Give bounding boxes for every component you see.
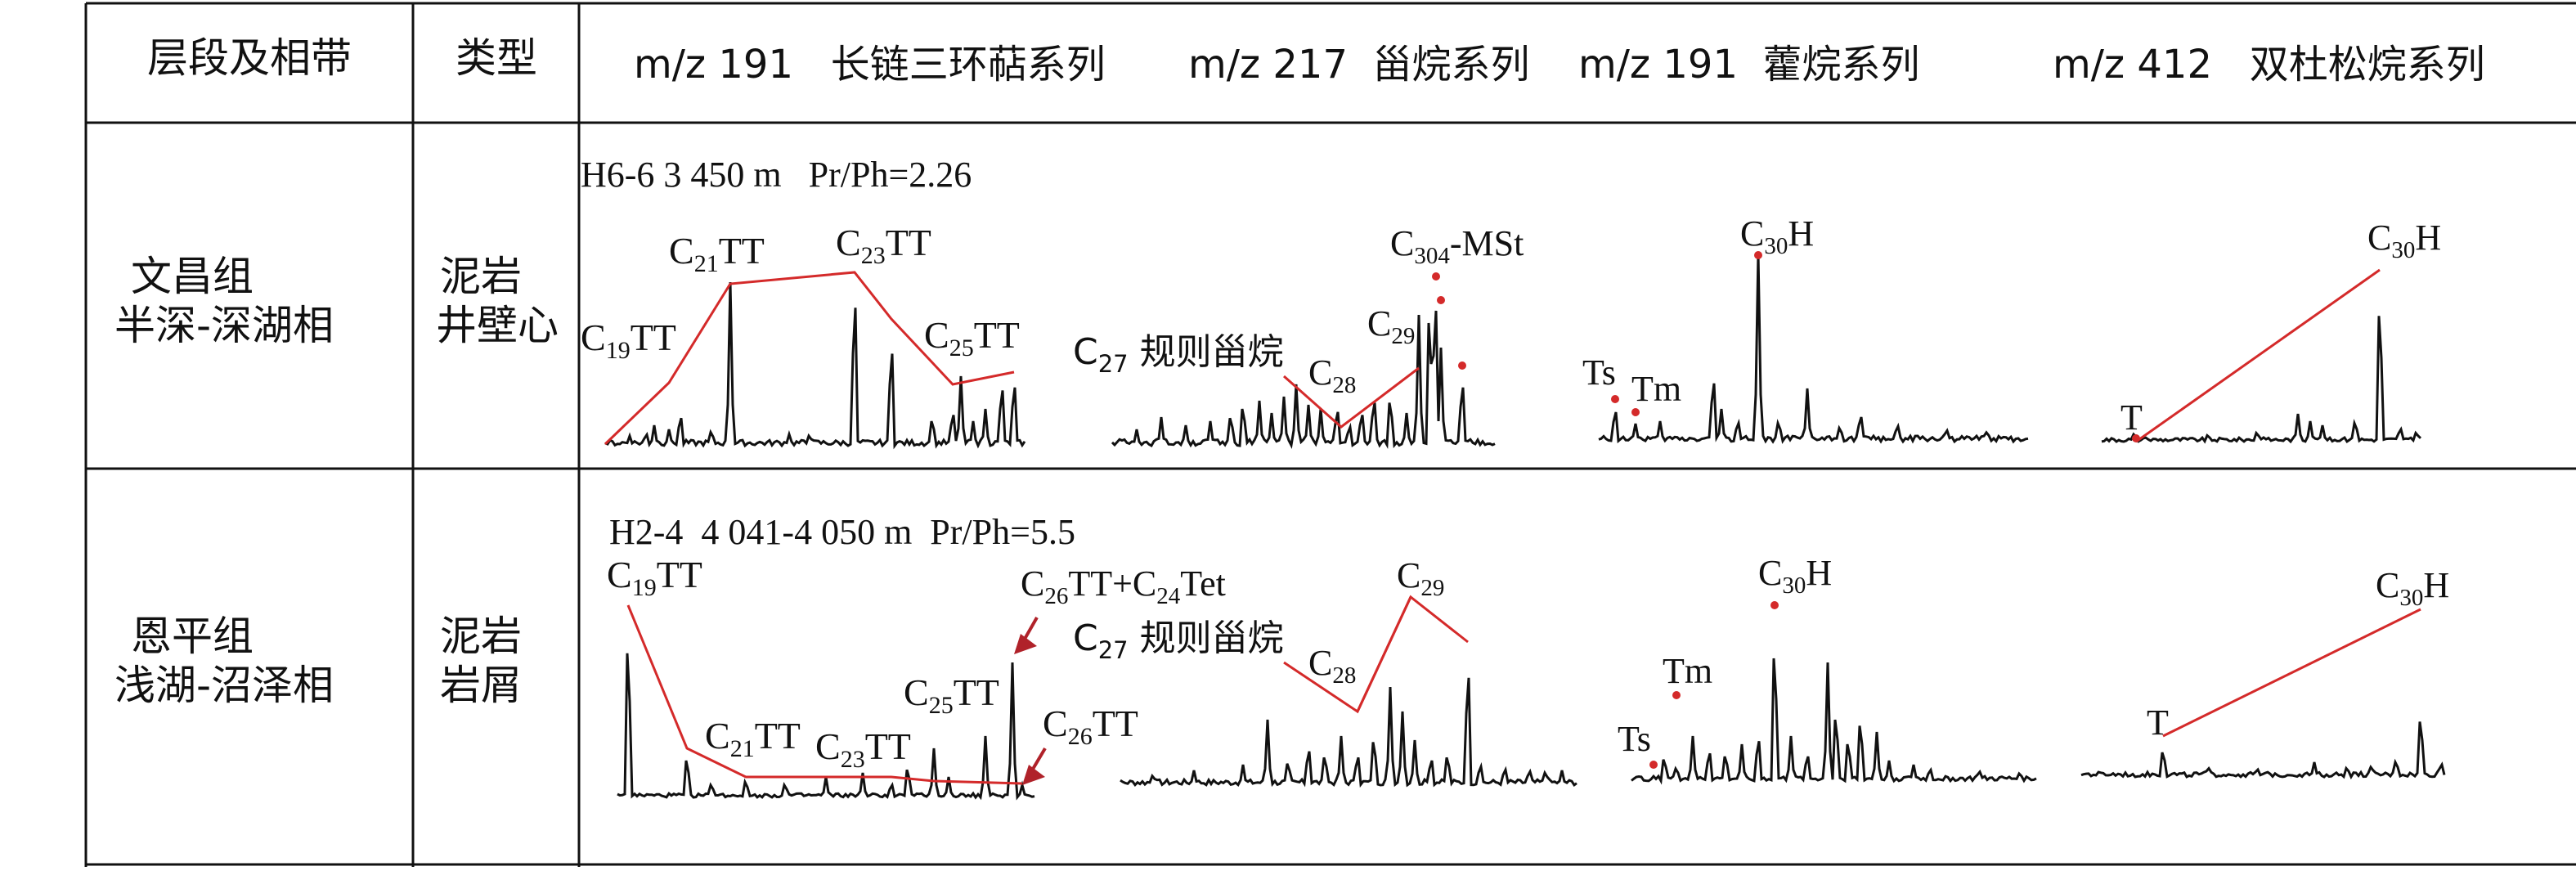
chromatogram-line xyxy=(1598,253,2029,444)
row2-label-c29: C29 xyxy=(1397,555,1444,601)
row1-label-t-bicadinane: T xyxy=(2120,397,2143,438)
row1-label-tm: Tm xyxy=(1631,369,1681,409)
row1-label-c21tt: C21TT xyxy=(669,230,765,277)
row1-label-c28: C28 xyxy=(1308,352,1356,398)
row2-layer-line1: 恩平组 xyxy=(131,613,254,660)
row1-label-c30h-bicadinane: C30H xyxy=(2367,218,2441,263)
row1-sterane-dot-3 xyxy=(1458,361,1466,370)
row2-c30h-dot xyxy=(1770,601,1779,609)
trace-row1-sterane xyxy=(1111,310,1496,450)
trace-row2-sterane xyxy=(1120,677,1577,788)
trace-row1-hopane xyxy=(1598,253,2029,444)
trace-row2-hopane xyxy=(1631,658,2037,785)
chromatogram-line xyxy=(1631,658,2037,785)
header-series-bicadinane: m/z 412 双杜松烷系列 xyxy=(2053,42,2485,88)
row1-c304mst-dot xyxy=(1432,272,1440,281)
row1-label-c30h-hopane: C30H xyxy=(1740,213,1814,259)
row2-label-t-bicadinane: T xyxy=(2147,703,2169,743)
row2-label-ts: Ts xyxy=(1618,719,1651,759)
row1-ts-dot xyxy=(1611,395,1619,403)
row1-bicadinane-connector xyxy=(2135,268,2381,443)
trace-row1-bicadinane xyxy=(2101,316,2422,444)
row1-t-dot xyxy=(2132,434,2140,442)
header-series-tricyclic: m/z 191 长链三环萜系列 xyxy=(634,42,1106,88)
row2-label-c19tt: C19TT xyxy=(607,554,702,601)
red-arrows xyxy=(1014,617,1047,785)
red-dots xyxy=(1432,251,2140,769)
red-annotations xyxy=(604,268,2421,785)
row2-label-c26tt: C26TT xyxy=(1043,703,1138,750)
row2-label-c28: C28 xyxy=(1308,643,1356,689)
row1-label-c29: C29 xyxy=(1367,303,1415,349)
row2-type-line1: 泥岩 xyxy=(440,613,522,660)
row1-layer-line1: 文昌组 xyxy=(131,253,254,300)
row1-label-c23tt: C23TT xyxy=(836,222,931,269)
row2-label-c23tt: C23TT xyxy=(815,725,911,773)
row2-label-c25tt: C25TT xyxy=(904,671,999,719)
row2-label-c30h-bicadinane: C30H xyxy=(2376,565,2449,611)
row2-label-c30h-hopane: C30H xyxy=(1758,553,1832,599)
row2-layer-line2: 浅湖-沼泽相 xyxy=(114,662,334,709)
table-grid xyxy=(84,2,2576,867)
row1-sample: H6-6 3 450 m Pr/Ph=2.26 xyxy=(581,155,972,195)
row1-sterane-dot-2 xyxy=(1437,296,1445,304)
row2-bicadinane-connector xyxy=(2162,608,2421,738)
row1-tm-dot xyxy=(1631,408,1640,416)
chromatogram-line xyxy=(1120,677,1577,788)
header-series-sterane: m/z 217 甾烷系列 xyxy=(1188,42,1530,88)
row2-label-c21tt: C21TT xyxy=(705,715,801,762)
row2-label-tm: Tm xyxy=(1663,651,1712,691)
chromatogram-line xyxy=(604,281,1026,450)
row2-ts-dot xyxy=(1649,761,1658,769)
row2-sample: H2-4 4 041-4 050 m Pr/Ph=5.5 xyxy=(609,512,1075,552)
row1-label-c304mst: C304-MSt xyxy=(1390,223,1524,269)
trace-row2-bicadinane xyxy=(2080,721,2446,780)
row2-label-c27: C27 规则甾烷 xyxy=(1073,617,1284,664)
row1-sterane-connector xyxy=(1283,366,1420,429)
row2-sterane-peak-line xyxy=(1356,595,1469,712)
header-layer: 层段及相带 xyxy=(147,34,352,82)
row1-type-line2: 井壁心 xyxy=(436,302,559,349)
header-type: 类型 xyxy=(456,34,537,82)
row1-label-c27: C27 规则甾烷 xyxy=(1073,331,1284,378)
row2-tm-dot xyxy=(1672,691,1681,699)
chromatogram-line xyxy=(1111,310,1496,450)
chromatogram-line xyxy=(2080,721,2446,780)
chromatogram-line xyxy=(2101,316,2422,444)
trace-row1-tricyclic xyxy=(604,281,1026,450)
row1-label-c19tt: C19TT xyxy=(581,317,676,364)
row2-label-c26c24: C26TT+C24Tet xyxy=(1021,563,1226,609)
row2-tricyclic-connector xyxy=(626,604,1023,785)
row1-type-line1: 泥岩 xyxy=(440,253,522,300)
row2-type-line2: 岩屑 xyxy=(440,662,522,709)
row1-tricyclic-connector xyxy=(604,271,1015,446)
row1-c30h-dot xyxy=(1754,251,1762,259)
header-series-hopane: m/z 191 藿烷系列 xyxy=(1578,42,1920,88)
row1-label-ts: Ts xyxy=(1582,352,1616,393)
row1-label-c25tt: C25TT xyxy=(924,314,1020,361)
row1-layer-line2: 半深-深湖相 xyxy=(114,302,334,349)
